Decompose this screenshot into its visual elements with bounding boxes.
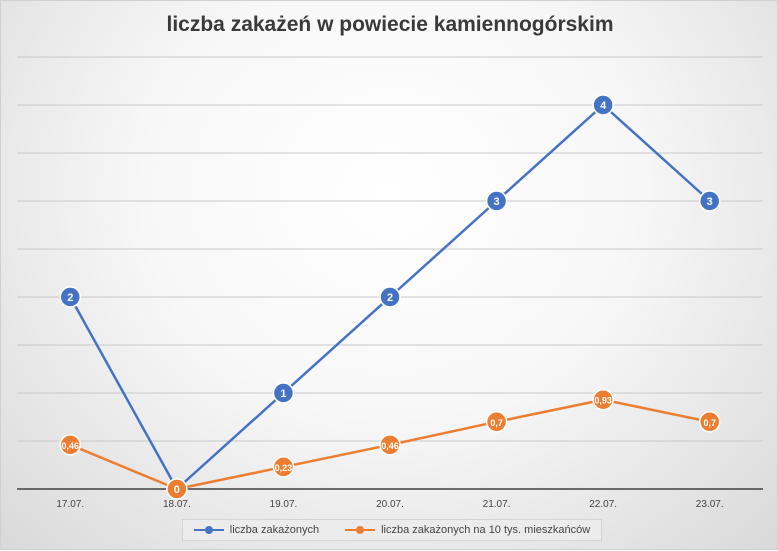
data-label-series-2: 0,46: [62, 441, 80, 451]
data-point-series-1: [272, 382, 295, 404]
data-point-series-2: [379, 434, 401, 456]
data-label-series-1: 2: [67, 292, 73, 304]
data-label-series-2: 0,7: [490, 418, 503, 428]
data-label-series-2: 0,93: [594, 396, 612, 406]
x-tick-label: 17.07.: [56, 499, 84, 510]
data-point-series-1: [698, 190, 721, 212]
x-tick-label: 22.07.: [589, 499, 617, 510]
legend-swatch-series-1: [193, 525, 224, 535]
data-label-series-2: 0,7: [703, 418, 716, 428]
data-point-series-1: [59, 286, 82, 308]
x-tick-label: 18.07.: [163, 499, 191, 510]
data-point-series-1: [592, 94, 614, 116]
data-point-series-2: [166, 478, 188, 500]
data-point-series-2: [485, 411, 508, 433]
legend-label-series-1: liczba zakażonych: [229, 524, 320, 536]
x-tick-label: 20.07.: [376, 499, 404, 510]
data-label-series-1: 3: [707, 196, 713, 208]
x-tick-label: 21.07.: [483, 499, 511, 510]
data-label-series-2: 0: [174, 484, 180, 496]
legend-item-series-1: liczba zakażonych: [193, 524, 320, 536]
legend-swatch-series-2: [345, 525, 376, 535]
data-label-series-1: 3: [494, 196, 500, 208]
x-tick-label: 19.07.: [270, 499, 298, 510]
legend: liczba zakażonych liczba zakażonych na 1…: [182, 519, 602, 541]
data-label-series-1: 2: [387, 292, 393, 304]
legend-label-series-2: liczba zakażonych na 10 tys. mieszkańców: [381, 524, 591, 536]
data-point-series-1: [379, 286, 401, 308]
data-label-series-1: 4: [600, 100, 607, 112]
data-point-series-2: [592, 388, 614, 411]
data-point-series-2: [698, 411, 721, 433]
data-label-series-2: 0,46: [381, 441, 399, 451]
data-label-series-1: 1: [280, 388, 286, 400]
data-point-series-2: [272, 456, 295, 478]
legend-item-series-2: liczba zakażonych na 10 tys. mieszkańców: [345, 524, 590, 536]
data-point-series-1: [485, 190, 508, 212]
chart-title: liczba zakażeń w powiecie kamiennogórski…: [166, 13, 614, 36]
data-point-series-2: [59, 434, 82, 456]
x-tick-label: 23.07.: [696, 499, 724, 510]
data-label-series-2: 0,23: [275, 463, 293, 473]
